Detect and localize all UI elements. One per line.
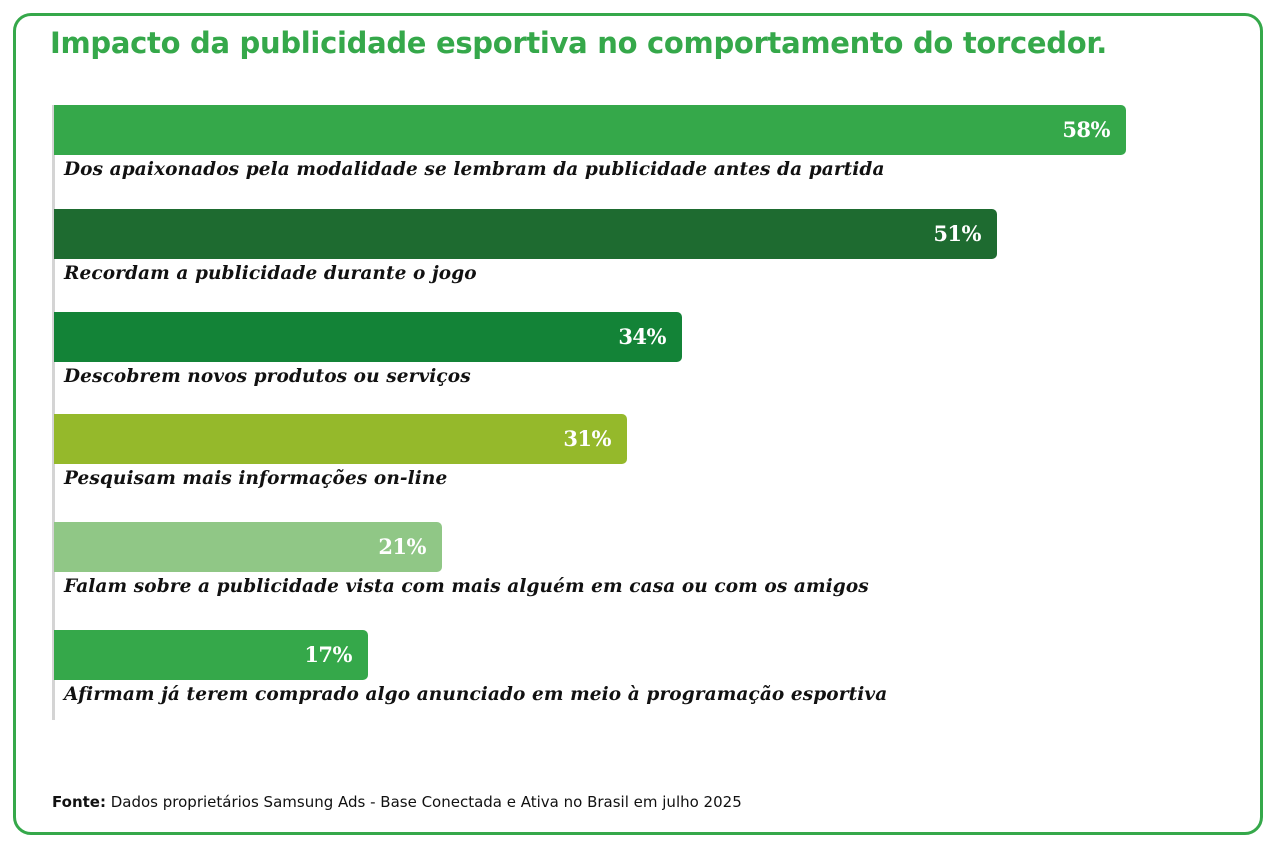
bar: 21%	[54, 522, 442, 572]
bar: 17%	[54, 630, 368, 680]
source-note: Fonte: Dados proprietários Samsung Ads -…	[52, 793, 742, 811]
category-axis-line	[52, 105, 55, 720]
bar: 58%	[54, 105, 1126, 155]
bar-value-label: 31%	[563, 426, 611, 451]
category-label: Dos apaixonados pela modalidade se lembr…	[64, 159, 885, 180]
bar-value-label: 58%	[1062, 117, 1110, 142]
category-label: Descobrem novos produtos ou serviços	[64, 366, 471, 387]
bar: 31%	[54, 414, 627, 464]
source-label: Fonte:	[52, 793, 106, 811]
bar: 34%	[54, 312, 682, 362]
category-label: Pesquisam mais informações on-line	[64, 468, 448, 489]
category-label: Afirmam já terem comprado algo anunciado…	[64, 684, 888, 705]
category-label: Falam sobre a publicidade vista com mais…	[64, 576, 869, 597]
bar-value-label: 51%	[933, 221, 981, 246]
bar-value-label: 17%	[304, 642, 352, 667]
chart-title: Impacto da publicidade esportiva no comp…	[50, 26, 1107, 60]
bar: 51%	[54, 209, 997, 259]
bar-value-label: 34%	[618, 324, 666, 349]
source-text: Dados proprietários Samsung Ads - Base C…	[105, 793, 742, 811]
bar-value-label: 21%	[378, 534, 426, 559]
category-label: Recordam a publicidade durante o jogo	[64, 263, 477, 284]
